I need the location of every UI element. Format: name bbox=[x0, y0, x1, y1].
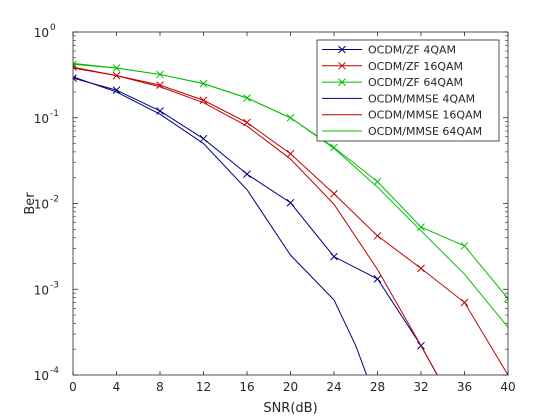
series-3 bbox=[73, 76, 368, 375]
legend-box bbox=[316, 39, 500, 142]
data-point-marker bbox=[417, 223, 425, 231]
legend-item: OCDM/ZF 16QAM bbox=[322, 60, 463, 73]
x-tick-label: 32 bbox=[413, 380, 428, 394]
data-point-marker bbox=[373, 177, 382, 186]
y-tick-label-exponent: -4 bbox=[50, 366, 59, 376]
legend-marker bbox=[338, 78, 346, 86]
x-tick-label: 28 bbox=[370, 380, 385, 394]
x-tick-label: 20 bbox=[283, 380, 298, 394]
y-tick-label-exponent: 0 bbox=[50, 23, 56, 33]
x-tick-label: 4 bbox=[113, 380, 121, 394]
y-tick-label-exponent: -1 bbox=[50, 109, 59, 119]
legend-item: OCDM/ZF 4QAM bbox=[322, 44, 456, 57]
data-point-marker bbox=[460, 242, 469, 250]
legend-label: OCDM/ZF 4QAM bbox=[368, 44, 456, 57]
legend-label: OCDM/MMSE 16QAM bbox=[368, 109, 482, 122]
series-layer bbox=[73, 60, 508, 375]
series-0 bbox=[73, 74, 438, 375]
legend-marker bbox=[338, 61, 346, 70]
data-point-marker bbox=[286, 198, 295, 207]
legend-label: OCDM/MMSE 4QAM bbox=[368, 92, 475, 105]
y-tick-label-base: 10 bbox=[34, 283, 49, 297]
series-5 bbox=[73, 62, 508, 328]
data-point-marker bbox=[504, 294, 508, 303]
y-tick-label-base: 10 bbox=[34, 26, 49, 40]
y-axis-label: Ber bbox=[23, 192, 38, 215]
x-tick-label: 24 bbox=[326, 380, 341, 394]
series-line bbox=[73, 76, 368, 375]
data-point-marker bbox=[330, 252, 338, 261]
legend-item: OCDM/ZF 64QAM bbox=[322, 76, 463, 89]
data-point-marker bbox=[199, 134, 208, 143]
x-tick-label: 12 bbox=[196, 380, 211, 394]
data-point-marker bbox=[373, 231, 382, 240]
x-tick-label: 16 bbox=[239, 380, 254, 394]
legend: OCDM/ZF 4QAM OCDM/ZF 16QAM OCDM/ZF 64QAM OC… bbox=[316, 39, 500, 142]
data-point-marker bbox=[243, 170, 251, 178]
legend-marker bbox=[338, 45, 346, 54]
series-1 bbox=[73, 63, 508, 375]
y-tick-label-exponent: -3 bbox=[50, 280, 59, 290]
series-line bbox=[73, 77, 438, 375]
data-point-marker bbox=[330, 189, 338, 198]
legend-items: OCDM/ZF 4QAM OCDM/ZF 16QAM OCDM/ZF 64QAM OC… bbox=[322, 44, 482, 138]
x-tick-label: 40 bbox=[500, 380, 515, 394]
data-point-marker bbox=[417, 264, 425, 273]
x-tick-label: 0 bbox=[69, 380, 77, 394]
data-point-marker bbox=[112, 86, 121, 94]
legend-item: OCDM/MMSE 64QAM bbox=[322, 125, 482, 138]
legend-item: OCDM/MMSE 16QAM bbox=[322, 109, 482, 122]
legend-item: OCDM/MMSE 4QAM bbox=[322, 92, 475, 105]
y-tick-label-base: 10 bbox=[34, 369, 49, 383]
x-tick-label: 36 bbox=[457, 380, 472, 394]
series-line bbox=[73, 67, 438, 375]
y-tick-label-base: 10 bbox=[34, 112, 49, 126]
data-point-marker bbox=[460, 298, 469, 307]
legend-label: OCDM/ZF 64QAM bbox=[368, 76, 463, 89]
x-tick-label: 8 bbox=[156, 380, 164, 394]
y-tick-label-base: 10 bbox=[34, 198, 49, 212]
legend-label: OCDM/ZF 16QAM bbox=[368, 60, 463, 73]
data-point-marker bbox=[373, 275, 382, 283]
legend-label: OCDM/MMSE 64QAM bbox=[368, 125, 482, 138]
data-point-marker bbox=[73, 60, 77, 69]
data-point-marker bbox=[73, 74, 77, 82]
data-point-marker bbox=[199, 96, 208, 105]
y-tick-label-exponent: -2 bbox=[50, 195, 59, 205]
x-axis-label: SNR(dB) bbox=[263, 401, 317, 416]
series-4 bbox=[73, 67, 438, 375]
series-line bbox=[73, 62, 508, 328]
data-point-marker bbox=[286, 149, 295, 158]
